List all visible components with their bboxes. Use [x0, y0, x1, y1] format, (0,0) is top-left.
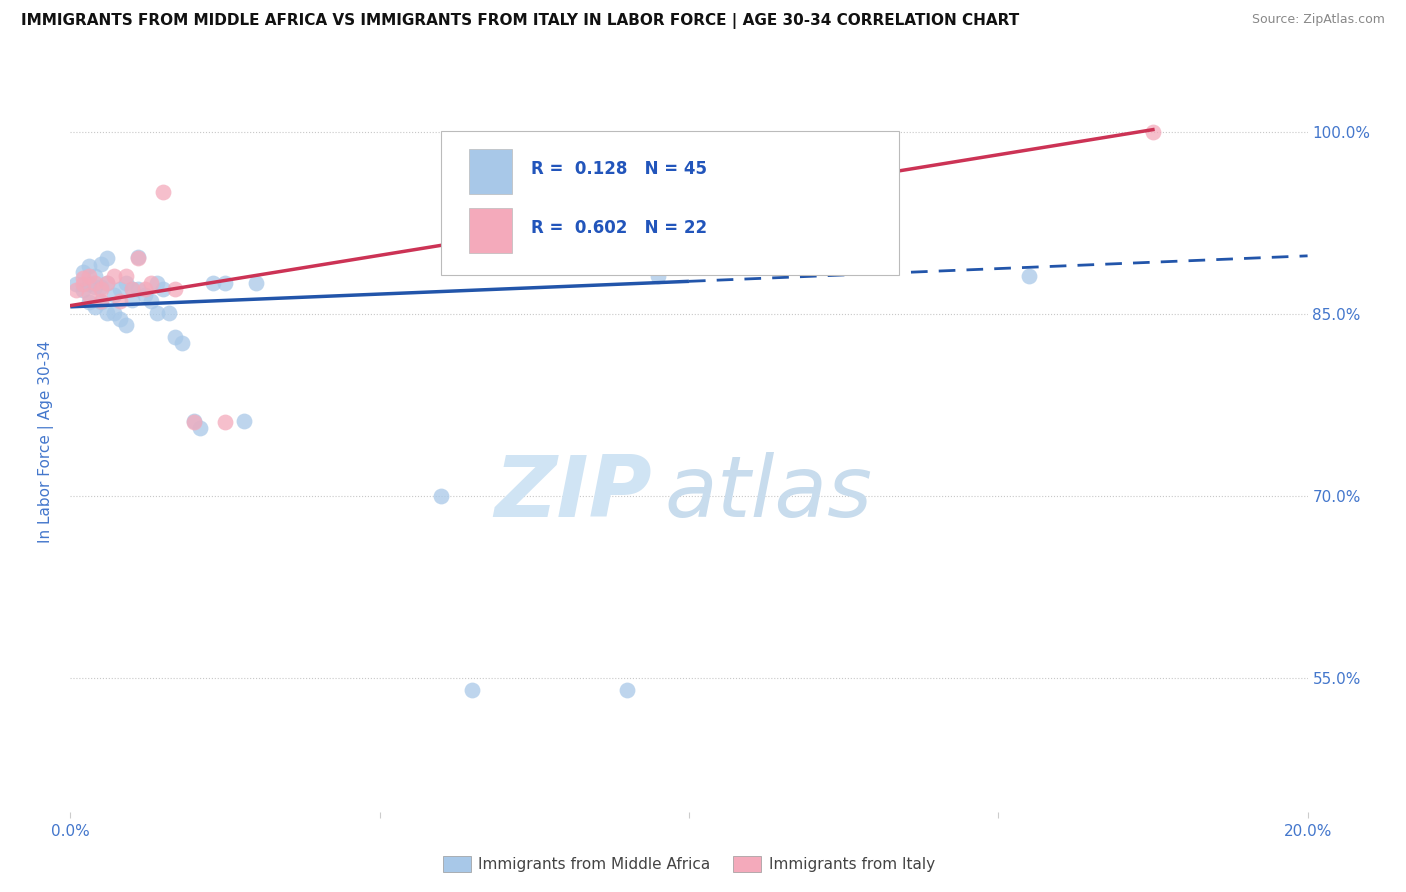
Point: [139, 276, 162, 290]
FancyBboxPatch shape: [468, 149, 512, 194]
Point: [77, 269, 100, 284]
Point: [1142, 125, 1164, 139]
Point: [108, 293, 131, 308]
Point: [96, 276, 118, 290]
Point: [108, 312, 131, 326]
Point: [96, 306, 118, 320]
Point: [77, 295, 100, 310]
Point: [430, 489, 453, 503]
Point: [127, 282, 149, 296]
Point: [201, 276, 224, 290]
Point: [77, 259, 100, 273]
Point: [115, 269, 138, 284]
FancyBboxPatch shape: [441, 130, 900, 275]
Point: [72, 283, 94, 297]
Point: [165, 282, 187, 296]
Point: [90, 282, 112, 296]
Point: [90, 257, 112, 271]
Point: [84, 276, 107, 290]
Point: [127, 252, 149, 266]
Point: [84, 280, 107, 294]
Point: [139, 293, 162, 308]
Point: [616, 683, 638, 698]
Point: [84, 269, 107, 284]
Y-axis label: In Labor Force | Age 30-34: In Labor Force | Age 30-34: [38, 340, 55, 543]
Point: [90, 295, 112, 310]
Point: [103, 287, 125, 301]
Point: [96, 252, 118, 266]
Point: [183, 415, 205, 429]
Point: [121, 282, 143, 296]
Point: [134, 287, 156, 301]
Point: [152, 185, 174, 199]
Point: [90, 293, 112, 308]
Point: [245, 276, 267, 290]
Point: [96, 276, 118, 290]
Text: IMMIGRANTS FROM MIDDLE AFRICA VS IMMIGRANTS FROM ITALY IN LABOR FORCE | AGE 30-3: IMMIGRANTS FROM MIDDLE AFRICA VS IMMIGRA…: [21, 13, 1019, 29]
Point: [678, 161, 700, 176]
Point: [214, 415, 236, 429]
Point: [115, 276, 138, 290]
Point: [232, 414, 254, 428]
Point: [157, 306, 180, 320]
Text: atlas: atlas: [664, 452, 872, 535]
Point: [146, 306, 169, 320]
Text: R =  0.602   N = 22: R = 0.602 N = 22: [530, 219, 707, 237]
Point: [72, 277, 94, 291]
Point: [65, 277, 87, 291]
Point: [727, 246, 749, 260]
Point: [121, 293, 143, 307]
Legend: Immigrants from Middle Africa, Immigrants from Italy: Immigrants from Middle Africa, Immigrant…: [437, 850, 941, 878]
Point: [103, 306, 125, 320]
Point: [72, 270, 94, 285]
Text: Source: ZipAtlas.com: Source: ZipAtlas.com: [1251, 13, 1385, 27]
Point: [647, 269, 669, 284]
Point: [461, 683, 484, 698]
Text: ZIP: ZIP: [494, 452, 652, 535]
Point: [115, 318, 138, 332]
Point: [214, 276, 236, 290]
FancyBboxPatch shape: [468, 209, 512, 252]
Point: [72, 265, 94, 279]
Text: R =  0.128   N = 45: R = 0.128 N = 45: [530, 160, 707, 178]
Point: [152, 282, 174, 296]
Point: [121, 282, 143, 296]
Point: [108, 282, 131, 296]
Point: [65, 283, 87, 297]
Point: [127, 250, 149, 264]
Point: [84, 300, 107, 314]
Point: [170, 336, 193, 351]
Point: [165, 330, 187, 344]
Point: [1018, 269, 1040, 284]
Point: [134, 282, 156, 296]
Point: [77, 277, 100, 291]
Point: [146, 276, 169, 290]
Point: [183, 414, 205, 428]
Point: [77, 287, 100, 301]
Point: [90, 280, 112, 294]
Point: [103, 269, 125, 284]
Point: [188, 421, 211, 435]
